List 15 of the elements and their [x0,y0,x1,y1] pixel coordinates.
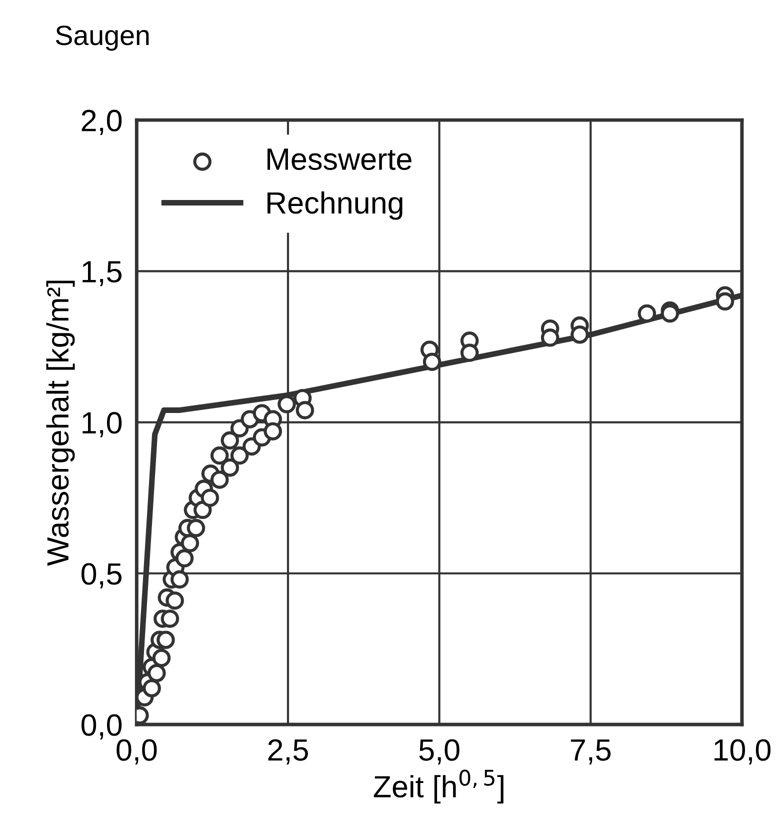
chart-title: Saugen [56,26,149,51]
x-axis-title: Zeit [h$^{0,5}$] [374,770,504,804]
y-tick-label: 2,0 [82,110,122,136]
y-tick-label: 0,5 [82,563,122,588]
x-tick-label: 10,0 [714,739,770,764]
x-tick-label: 0,0 [116,739,157,764]
x-tick-label: 7,5 [570,740,611,764]
y-tick-label: 1,5 [82,261,122,286]
x-tick-label: 2,5 [268,739,308,764]
y-tick-label: 0,0 [82,714,122,740]
y-axis-title: Wassergehalt [kg/m²] [46,280,75,566]
legend-label: Messwerte [268,148,412,170]
y-tick-label: 1,0 [82,412,122,438]
x-tick-label: 5,0 [419,739,460,764]
legend-label: Rechnung [268,191,402,220]
